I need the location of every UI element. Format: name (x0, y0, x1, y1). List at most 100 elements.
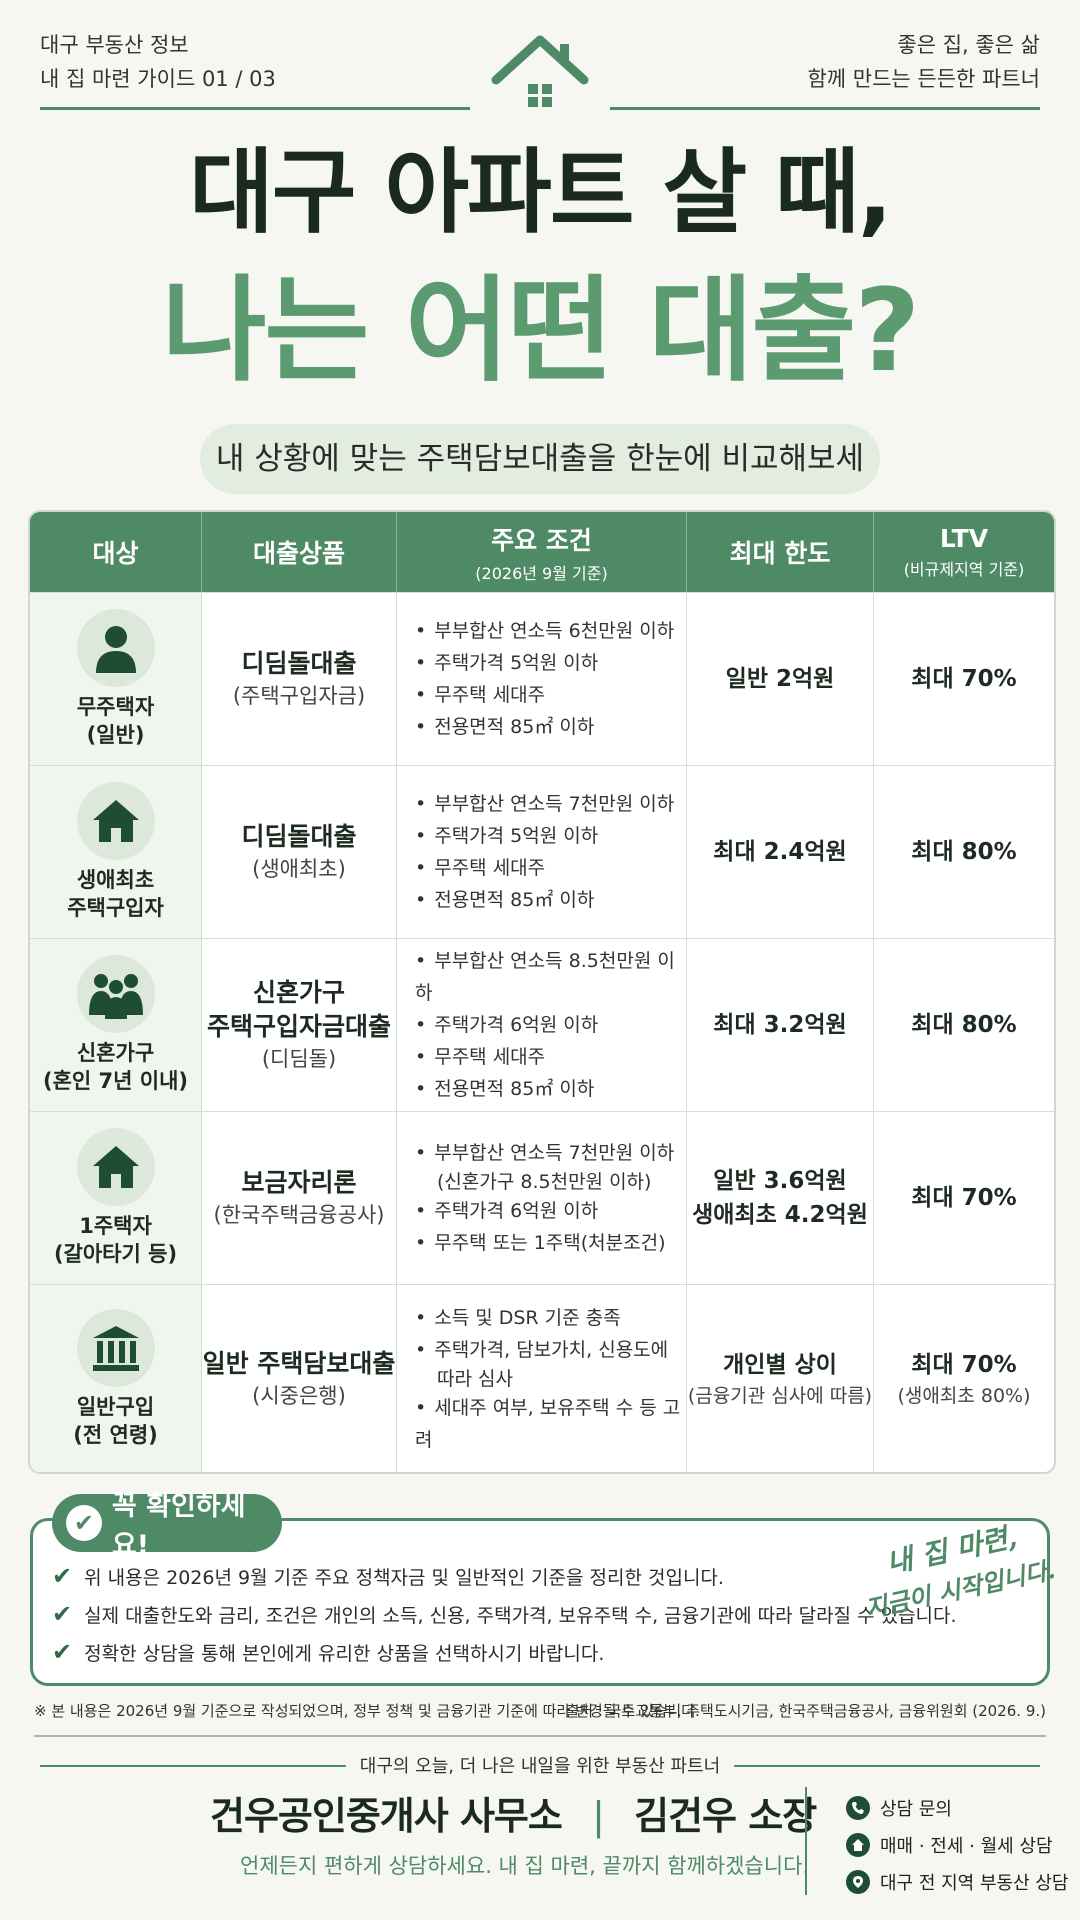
ltv-value: 최대 80% (911, 1012, 1017, 1038)
product-name: 신혼가구 (252, 978, 345, 1007)
target-sublabel: (전 연령) (73, 1422, 158, 1447)
target-cell: 신혼가구 (혼인 7년 이내) (30, 939, 202, 1111)
product-cell: 신혼가구 주택구입자금대출 (디딤돌) (202, 939, 397, 1111)
target-sublabel: (혼인 7년 이내) (42, 1069, 189, 1093)
check-icon: ✔ (52, 1600, 73, 1628)
condition-item: • 무주택 세대주 (415, 1046, 546, 1068)
header-divider-right (610, 107, 1040, 110)
target-sublabel: (일반) (86, 723, 145, 747)
ltv-cell: 최대 80% (874, 766, 1054, 938)
condition-item: • 소득 및 DSR 기준 충족 (415, 1306, 621, 1329)
header-partner: 함께 만드는 든든한 파트너 (807, 67, 1040, 91)
condition-item: • 주택가격 5억원 이하 (415, 825, 599, 847)
header-slogan: 좋은 집, 좋은 삶 (897, 33, 1040, 57)
product-cell: 디딤돌대출 (주택구입자금) (202, 593, 397, 765)
header-conditions: 주요 조건 (2026년 9월 기준) (397, 512, 687, 592)
limit-cell: 최대 3.2억원 (687, 939, 874, 1111)
ltv-value: 최대 80% (911, 839, 1017, 865)
header-left: 대구 부동산 정보 내 집 마련 가이드 01 / 03 (40, 28, 276, 96)
check-circle-icon: ✔ (66, 1505, 102, 1541)
footer-line-left (40, 1765, 360, 1767)
condition-item: • 전용면적 85㎡ 이하 (415, 889, 595, 911)
header-target: 대상 (30, 512, 202, 592)
product-cell: 보금자리론 (한국주택금융공사) (202, 1112, 397, 1284)
target-sublabel: (갈아타기 등) (53, 1242, 178, 1266)
product-sub: (한국주택금융공사) (213, 1203, 385, 1227)
house-logo-icon (491, 35, 589, 107)
max-limit-value: 최대 2.4억원 (713, 839, 847, 865)
notice-title: 꼭 확인하세요! (111, 1491, 246, 1561)
condition-item: • 전용면적 85㎡ 이하 (415, 716, 595, 738)
condition-item: • 부부합산 연소득 7천만원 이하 (415, 1142, 675, 1164)
condition-item: • 무주택 세대주 (415, 684, 546, 706)
conditions-cell: • 소득 및 DSR 기준 충족 • 주택가격, 담보가치, 신용도에 따라 심사 • 세대… (397, 1285, 687, 1472)
table-row: 생애최초 주택구입자 디딤돌대출 (생애최초) • 부부합산 연소득 7천만원 이하 • 주택… (30, 765, 1054, 938)
ltv-cell: 최대 70% (874, 593, 1054, 765)
condition-item: • 부부합산 연소득 8.5천만원 이하 (415, 950, 675, 1004)
header-guide-number: 내 집 마련 가이드 01 / 03 (40, 67, 276, 91)
condition-item: (신혼가구 8.5천만원 이하) (437, 1171, 652, 1193)
product-sub: (시중은행) (252, 1383, 346, 1408)
product-cell: 일반 주택담보대출 (시중은행) (202, 1285, 397, 1472)
conditions-cell: • 부부합산 연소득 7천만원 이하 (신혼가구 8.5천만원 이하) • 주택가격 6… (397, 1112, 687, 1284)
condition-item: • 무주택 또는 1주택(처분조건) (415, 1232, 666, 1254)
header-category: 대구 부동산 정보 (40, 33, 189, 57)
house-icon (76, 1128, 155, 1206)
contact-item-area: 대구 전 지역 부동산 상담 (846, 1869, 1069, 1895)
disclaimer-note: ※ 본 내용은 2026년 9월 기준으로 작성되었으며, 정부 정책 및 금융… (34, 1702, 700, 1720)
person-icon (76, 609, 155, 687)
target-label: 1주택자 (79, 1214, 152, 1238)
target-label: 생애최초 (76, 868, 155, 892)
condition-item: • 전용면적 85㎡ 이하 (415, 1078, 595, 1100)
table-row: 일반구입 (전 연령) 일반 주택담보대출 (시중은행) • 소득 및 DSR 기준 충족… (30, 1284, 1054, 1472)
home-icon (846, 1833, 870, 1857)
condition-item: • 부부합산 연소득 6천만원 이하 (415, 620, 675, 642)
target-label: 일반구입 (76, 1394, 155, 1419)
family-icon (76, 955, 155, 1033)
target-cell: 일반구입 (전 연령) (30, 1285, 202, 1472)
condition-item: 따라 심사 (437, 1367, 513, 1390)
conditions-cell: • 부부합산 연소득 6천만원 이하 • 주택가격 5억원 이하 • 무주택 세대주 • 전용… (397, 593, 687, 765)
ltv-value: 최대 70% (911, 1185, 1017, 1211)
name-divider: | (592, 1794, 605, 1838)
ltv-note: (생애최초 80%) (897, 1384, 1031, 1407)
condition-item: • 주택가격 6억원 이하 (415, 1200, 599, 1222)
notice-item: ✔ 실제 대출한도와 금리, 조건은 개인의 소득, 신용, 주택가격, 보유주택… (52, 1600, 957, 1628)
contact-item-consult: 상담 문의 (846, 1795, 952, 1821)
limit-cell: 개인별 상이 (금융기관 심사에 따름) (687, 1285, 874, 1472)
bank-icon (76, 1308, 155, 1387)
contact-item-trade: 매매 · 전세 · 월세 상담 (846, 1832, 1053, 1858)
target-cell: 1주택자 (갈아타기 등) (30, 1112, 202, 1284)
loan-comparison-table: 대상 대출상품 주요 조건 (2026년 9월 기준) 최대 한도 LTV (비규제… (28, 510, 1056, 1474)
product-name: 주택구입자금대출 (206, 1012, 391, 1041)
footer-subtext: 언제든지 편하게 상담하세요. 내 집 마련, 끝까지 함께하겠습니다. (240, 1854, 810, 1878)
footer-vertical-divider (805, 1787, 807, 1895)
max-limit-value: 일반 3.6억원 (713, 1168, 847, 1194)
ltv-cell: 최대 80% (874, 939, 1054, 1111)
condition-item: • 주택가격 5억원 이하 (415, 652, 599, 674)
header-right: 좋은 집, 좋은 삶 함께 만드는 든든한 파트너 (807, 28, 1040, 96)
manager-name: 김건우 소장 (634, 1794, 817, 1838)
footer-line-right (720, 1765, 1040, 1767)
footer-tagline: 대구의 오늘, 더 나은 내일을 위한 부동산 파트너 (0, 1752, 1080, 1778)
header-ltv: LTV (비규제지역 기준) (903, 524, 1025, 579)
max-limit-note: (금융기관 심사에 따름) (687, 1384, 873, 1407)
max-limit-value: 최대 3.2억원 (713, 1012, 847, 1038)
condition-item: • 세대주 여부, 보유주택 수 등 고려 (415, 1396, 681, 1451)
condition-item: • 주택가격 6억원 이하 (415, 1014, 599, 1036)
ltv-cell: 최대 70% (생애최초 80%) (874, 1285, 1054, 1472)
max-limit-value: 생애최초 4.2억원 (692, 1202, 868, 1228)
target-sublabel: 주택구입자 (67, 896, 164, 920)
conditions-cell: • 부부합산 연소득 8.5천만원 이하 • 주택가격 6억원 이하 • 무주택 세대주 •… (397, 939, 687, 1111)
product-sub: (생애최초) (252, 857, 346, 881)
house-icon (76, 782, 155, 860)
office-name: 건우공인중개사 사무소 (210, 1794, 563, 1838)
conditions-cell: • 부부합산 연소득 7천만원 이하 • 주택가격 5억원 이하 • 무주택 세대주 • 전용… (397, 766, 687, 938)
office-name-line: 건우공인중개사 사무소 | 김건우 소장 (210, 1785, 817, 1840)
product-name: 일반 주택담보대출 (202, 1348, 396, 1378)
limit-cell: 일반 2억원 (687, 593, 874, 765)
source-note: 출처 : 국토교통부, 주택도시기금, 한국주택금융공사, 금융위원회 (202… (565, 1702, 1047, 1720)
product-name: 디딤돌대출 (241, 649, 357, 678)
